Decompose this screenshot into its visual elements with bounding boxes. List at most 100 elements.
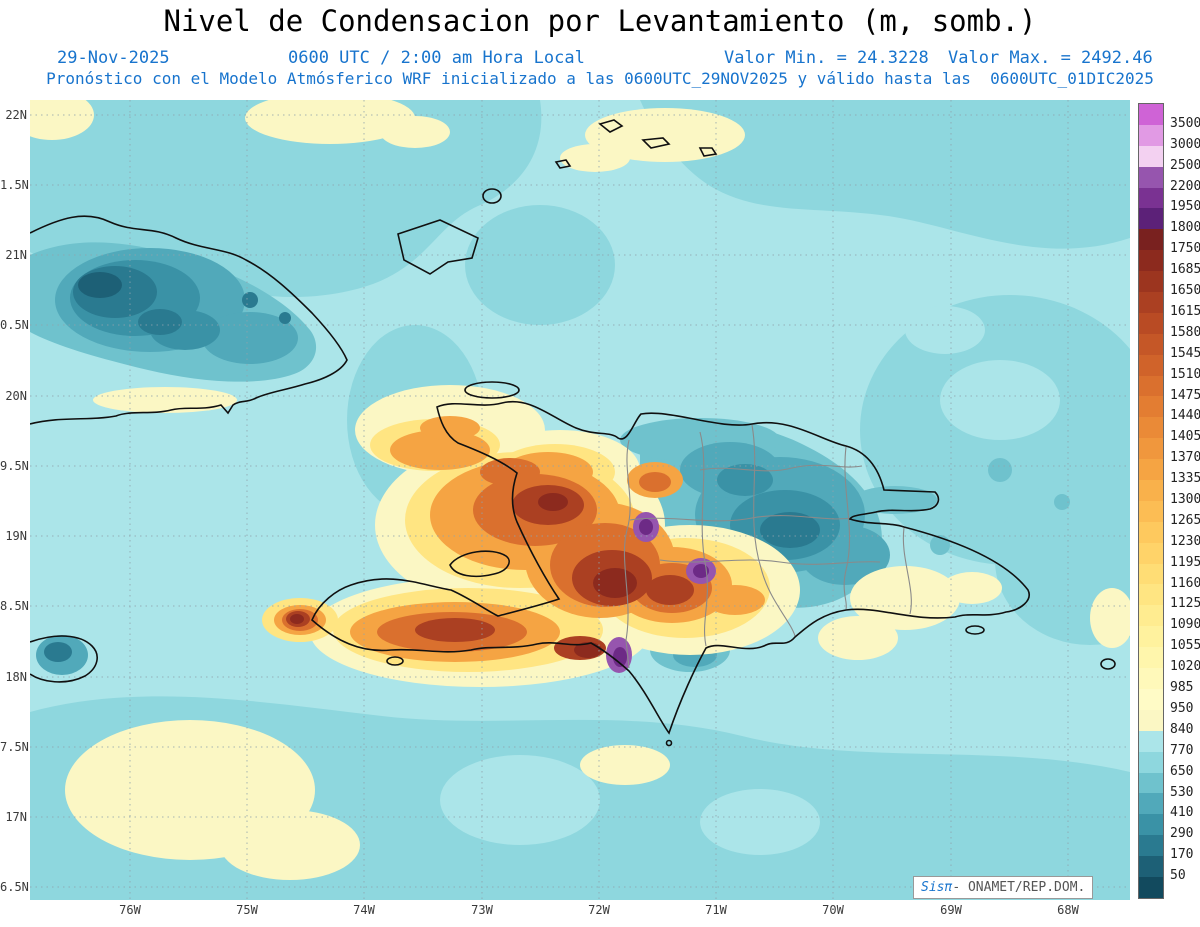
colorbar-segment: [1139, 312, 1163, 334]
graticule: [30, 100, 1130, 900]
colorbar-segment: [1139, 104, 1163, 125]
colorbar-tick-label: 1090: [1170, 617, 1200, 633]
colorbar-tick-label: 650: [1170, 763, 1194, 779]
colorbar-segment: [1139, 647, 1163, 669]
colorbar-tick-label: 1125: [1170, 596, 1200, 612]
lat-tick-label: 6.5N: [0, 880, 29, 894]
coastline-alto-velo: [665, 739, 673, 747]
coastline-turks-caicos: [554, 119, 718, 169]
lon-tick-label: 75W: [236, 903, 258, 917]
lon-tick-label: 73W: [471, 903, 493, 917]
coastline-hispaniola: [311, 400, 1030, 735]
colorbar-segment: [1139, 605, 1163, 627]
lat-tick-label: 1.5N: [0, 178, 29, 192]
colorbar-segment: [1139, 709, 1163, 731]
colorbar-segment: [1139, 793, 1163, 815]
lon-tick-label: 71W: [705, 903, 727, 917]
lon-tick-label: 70W: [822, 903, 844, 917]
watermark-brand: Sisπ: [921, 880, 953, 895]
colorbar-tick-label: 950: [1170, 700, 1194, 716]
sea-light-holes: [440, 306, 1060, 855]
warm-contours: [262, 416, 770, 673]
colorbar-tick-label: 1300: [1170, 492, 1200, 507]
colorbar-tick-label: 3000: [1170, 136, 1200, 152]
colorbar-tick-label: 3500: [1170, 115, 1200, 131]
colorbar-segment: [1139, 271, 1163, 293]
colorbar-segment: [1139, 814, 1163, 836]
colorbar-segment: [1139, 876, 1163, 898]
coastline-tortue: [464, 381, 520, 399]
lon-tick-label: 69W: [940, 903, 962, 917]
colorbar-tick-label: 1950: [1170, 199, 1200, 215]
coastline-ile-a-vache: [386, 656, 404, 666]
lat-tick-label: 21N: [5, 248, 27, 262]
colorbar-tick-label: 1580: [1170, 324, 1200, 340]
colorbar-segment: [1139, 835, 1163, 857]
colorbar-tick-label: 50: [1170, 868, 1186, 884]
lon-tick-label: 74W: [353, 903, 375, 917]
colorbar-segment: [1139, 730, 1163, 752]
colorbar-tick-label: 770: [1170, 742, 1194, 758]
colorbar-tick-label: 290: [1170, 826, 1194, 842]
lat-tick-label: 20N: [5, 389, 27, 403]
colorbar-tick-label: 1055: [1170, 638, 1200, 654]
colorbar-tick-label: 1335: [1170, 471, 1200, 487]
valid-time: 0600 UTC / 2:00 am Hora Local: [288, 48, 585, 68]
colorbar: 3500 3000 2500 2200 1950 1800 1750 1685 1650 1615…: [1138, 103, 1200, 899]
lat-tick-label: 22N: [5, 108, 27, 122]
lon-tick-label: 68W: [1057, 903, 1079, 917]
colorbar-tick-label: 1685: [1170, 262, 1200, 278]
colorbar-tick-label: 410: [1170, 805, 1194, 821]
watermark-badge: Sisπ- ONAMET/REP.DOM.: [913, 876, 1094, 899]
valor-max: Valor Max. = 2492.46: [948, 48, 1153, 68]
coastline-saona: [965, 625, 985, 635]
lat-tick-label: 8.5N: [0, 599, 29, 613]
colorbar-segment: [1139, 375, 1163, 397]
colorbar-tick-label: 2200: [1170, 178, 1200, 194]
coastline-jamaica: [30, 635, 98, 683]
colorbar-segment: [1139, 354, 1163, 376]
map-plot-area: [30, 100, 1130, 900]
valor-min: Valor Min. = 24.3228: [724, 48, 929, 68]
colorbar-tick-label: 1160: [1170, 575, 1200, 591]
colorbar-tick-label: 1230: [1170, 533, 1200, 549]
page-title: Nivel de Condensacion por Levantamiento …: [163, 4, 1037, 38]
colorbar-segment: [1139, 521, 1163, 543]
colorbar-tick-label: 1405: [1170, 429, 1200, 445]
province-borders: [623, 424, 912, 669]
colorbar-segment: [1139, 856, 1163, 877]
coastline-mona: [1100, 658, 1116, 670]
colorbar-tick-label: 1650: [1170, 283, 1200, 299]
colorbar-tick-label: 2500: [1170, 157, 1200, 173]
colorbar-tick-label: 1615: [1170, 303, 1200, 319]
colorbar-tick-label: 1545: [1170, 345, 1200, 361]
colorbar-segment: [1139, 417, 1163, 439]
colorbar-segment: [1139, 626, 1163, 648]
colorbar-segment: [1139, 668, 1163, 689]
lon-tick-label: 72W: [588, 903, 610, 917]
colorbar-segment: [1139, 542, 1163, 564]
colorbar-segment: [1139, 292, 1163, 313]
colorbar-segment: [1139, 772, 1163, 794]
colorbar-tick-label: 1195: [1170, 554, 1200, 570]
colorbar-tick-label: 1370: [1170, 450, 1200, 466]
colorbar-tick-label: 1510: [1170, 366, 1200, 382]
forecast-description: Pronóstico con el Modelo Atmósferico WRF…: [46, 69, 1154, 88]
coastline-little-inagua: [482, 188, 502, 204]
colorbar-segment: [1139, 187, 1163, 209]
colorbar-segment: [1139, 124, 1163, 146]
lat-tick-label: 17N: [5, 810, 27, 824]
lat-tick-label: 9.5N: [0, 459, 29, 473]
colorbar-segment: [1139, 438, 1163, 460]
colorbar-segment: [1139, 229, 1163, 251]
watermark-org: - ONAMET/REP.DOM.: [952, 880, 1086, 895]
colorbar-tick-label: 840: [1170, 721, 1194, 737]
colorbar-tick-label: 1265: [1170, 512, 1200, 528]
colorbar-segment: [1139, 145, 1163, 167]
colorbar-segment: [1139, 584, 1163, 606]
colorbar-tick-label: 1475: [1170, 387, 1200, 403]
colorbar-segment: [1139, 500, 1163, 522]
colorbar-segment: [1139, 751, 1163, 773]
colorbar-segments: [1138, 103, 1164, 899]
